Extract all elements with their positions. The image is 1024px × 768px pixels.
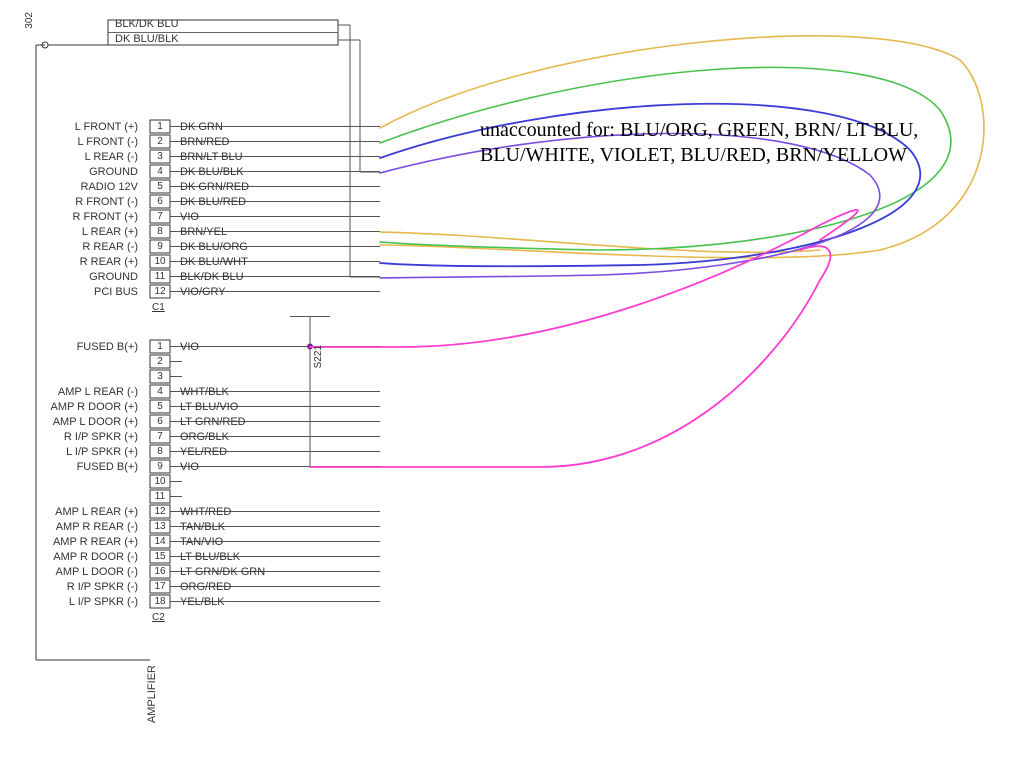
sig-C1-5: RADIO 12V (20, 181, 138, 193)
sig-C2-12: AMP L REAR (+) (20, 506, 138, 518)
pin-C2-14: 14 (152, 536, 168, 547)
top-wire-1: DK BLU/BLK (115, 33, 179, 45)
sig-C1-1: L FRONT (+) (20, 121, 138, 133)
pin-C2-9: 9 (152, 461, 168, 472)
pin-C1-12: 12 (152, 286, 168, 297)
pin-C2-15: 15 (152, 551, 168, 562)
wire-C1-10: DK BLU/WHT (180, 256, 248, 268)
wire-C1-3: BRN/LT BLU (180, 151, 243, 163)
pin-C1-6: 6 (152, 196, 168, 207)
pin-C2-3: 3 (152, 371, 168, 382)
sig-C2-7: R I/P SPKR (+) (20, 431, 138, 443)
pin-C1-5: 5 (152, 181, 168, 192)
wire-C1-7: VIO (180, 211, 199, 223)
wire-C2-9: VIO (180, 461, 199, 473)
wiring-diagram (0, 0, 1024, 768)
pin-C2-1: 1 (152, 341, 168, 352)
wire-C1-11: BLK/DK BLU (180, 271, 244, 283)
sig-C1-4: GROUND (20, 166, 138, 178)
sig-C1-8: L REAR (+) (20, 226, 138, 238)
sig-C1-2: L FRONT (-) (20, 136, 138, 148)
wire-C1-9: DK BLU/ORG (180, 241, 248, 253)
sig-C2-13: AMP R REAR (-) (20, 521, 138, 533)
sig-C2-4: AMP L REAR (-) (20, 386, 138, 398)
top-wire-0: BLK/DK BLU (115, 18, 179, 30)
sig-C1-11: GROUND (20, 271, 138, 283)
sig-C1-9: R REAR (-) (20, 241, 138, 253)
sig-C1-10: R REAR (+) (20, 256, 138, 268)
sig-C2-14: AMP R REAR (+) (20, 536, 138, 548)
wire-C2-17: ORG/RED (180, 581, 231, 593)
wire-C2-13: TAN/BLK (180, 521, 225, 533)
wire-C2-16: LT GRN/DK GRN (180, 566, 265, 578)
unaccounted-note: unaccounted for: BLU/ORG, GREEN, BRN/ LT… (480, 118, 940, 168)
sig-C2-6: AMP L DOOR (+) (20, 416, 138, 428)
pin-C2-7: 7 (152, 431, 168, 442)
pin-C2-5: 5 (152, 401, 168, 412)
pin-C1-2: 2 (152, 136, 168, 147)
pin-C1-11: 11 (152, 271, 168, 282)
sig-C1-6: R FRONT (-) (20, 196, 138, 208)
pin-C1-3: 3 (152, 151, 168, 162)
sig-C2-16: AMP L DOOR (-) (20, 566, 138, 578)
sig-C1-7: R FRONT (+) (20, 211, 138, 223)
sig-C2-17: R I/P SPKR (-) (20, 581, 138, 593)
wire-C2-7: ORG/BLK (180, 431, 229, 443)
wire-C1-1: DK GRN (180, 121, 223, 133)
pin-C1-10: 10 (152, 256, 168, 267)
amplifier-label: AMPLIFIER (146, 665, 158, 723)
sig-C2-9: FUSED B(+) (20, 461, 138, 473)
pin-C1-9: 9 (152, 241, 168, 252)
pin-C2-17: 17 (152, 581, 168, 592)
sig-C2-5: AMP R DOOR (+) (20, 401, 138, 413)
conn-C2: C2 (152, 612, 165, 623)
wire-C2-18: YEL/BLK (180, 596, 225, 608)
pin-C2-11: 11 (152, 491, 168, 502)
wire-C1-5: DK GRN/RED (180, 181, 249, 193)
pin-C2-8: 8 (152, 446, 168, 457)
wire-C2-12: WHT/RED (180, 506, 231, 518)
wire-C1-2: BRN/RED (180, 136, 230, 148)
wire-C2-4: WHT/BLK (180, 386, 229, 398)
wire-C1-6: DK BLU/RED (180, 196, 246, 208)
s221-label: S221 (313, 345, 324, 368)
wire-C2-14: TAN/VIO (180, 536, 223, 548)
pin-C1-7: 7 (152, 211, 168, 222)
pin-C2-12: 12 (152, 506, 168, 517)
wire-C2-6: LT GRN/RED (180, 416, 246, 428)
wire-C2-8: YEL/RED (180, 446, 227, 458)
wire-C2-1: VIO (180, 341, 199, 353)
ref-302: 302 (24, 12, 35, 29)
pin-C2-18: 18 (152, 596, 168, 607)
pin-C2-10: 10 (152, 476, 168, 487)
wire-C1-12: VIO/GRY (180, 286, 226, 298)
sig-C2-8: L I/P SPKR (+) (20, 446, 138, 458)
wire-C1-4: DK BLU/BLK (180, 166, 244, 178)
wire-C1-8: BRN/YEL (180, 226, 227, 238)
pin-C2-4: 4 (152, 386, 168, 397)
pin-C2-13: 13 (152, 521, 168, 532)
sig-C1-12: PCI BUS (20, 286, 138, 298)
pin-C1-1: 1 (152, 121, 168, 132)
conn-C1: C1 (152, 302, 165, 313)
pin-C2-6: 6 (152, 416, 168, 427)
wire-C2-5: LT BLU/VIO (180, 401, 238, 413)
sig-C1-3: L REAR (-) (20, 151, 138, 163)
pin-C1-8: 8 (152, 226, 168, 237)
pin-C2-16: 16 (152, 566, 168, 577)
sig-C2-15: AMP R DOOR (-) (20, 551, 138, 563)
sig-C2-1: FUSED B(+) (20, 341, 138, 353)
wire-C2-15: LT BLU/BLK (180, 551, 240, 563)
pin-C2-2: 2 (152, 356, 168, 367)
pin-C1-4: 4 (152, 166, 168, 177)
sig-C2-18: L I/P SPKR (-) (20, 596, 138, 608)
